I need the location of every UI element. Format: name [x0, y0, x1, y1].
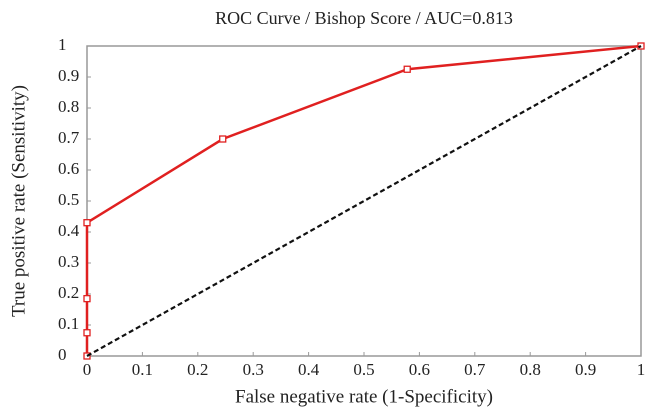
x-axis-label: False negative rate (1-Specificity) — [235, 386, 493, 407]
point-marker — [403, 65, 411, 73]
y-tick-label: 0.5 — [58, 190, 79, 209]
x-tick-label: 0.2 — [187, 360, 208, 379]
x-tick-label: 0 — [83, 360, 92, 379]
y-tick-label: 0.8 — [58, 97, 79, 116]
y-tick-label: 0.2 — [58, 283, 79, 302]
chart-title: ROC Curve / Bishop Score / AUC=0.813 — [215, 8, 513, 28]
x-tick-label: 1 — [637, 360, 646, 379]
y-tick-label: 0.3 — [58, 252, 79, 271]
x-tick-label: 0.9 — [575, 360, 596, 379]
x-tick-label: 0.6 — [409, 360, 430, 379]
y-tick-label: 1 — [58, 35, 67, 54]
y-tick-label: 0.4 — [58, 221, 80, 240]
x-tick-label: 0.4 — [298, 360, 320, 379]
x-tick-label: 0.5 — [353, 360, 374, 379]
y-tick-label: 0.9 — [58, 66, 79, 85]
y-tick-label: 0.7 — [58, 128, 80, 147]
y-axis-label: True positive rate (Sensitivity) — [8, 85, 29, 317]
y-tick-label: 0 — [58, 345, 67, 364]
point-marker — [219, 135, 227, 143]
x-tick-label: 0.8 — [520, 360, 541, 379]
x-tick-label: 0.7 — [464, 360, 486, 379]
x-tick-label: 0.1 — [132, 360, 153, 379]
x-tick-label: 0.3 — [243, 360, 264, 379]
y-tick-label: 0.6 — [58, 159, 79, 178]
series-line — [86, 45, 642, 357]
y-tick-label: 0.1 — [58, 314, 79, 333]
point-marker — [83, 329, 91, 337]
point-marker — [83, 219, 91, 227]
point-marker — [83, 294, 91, 303]
